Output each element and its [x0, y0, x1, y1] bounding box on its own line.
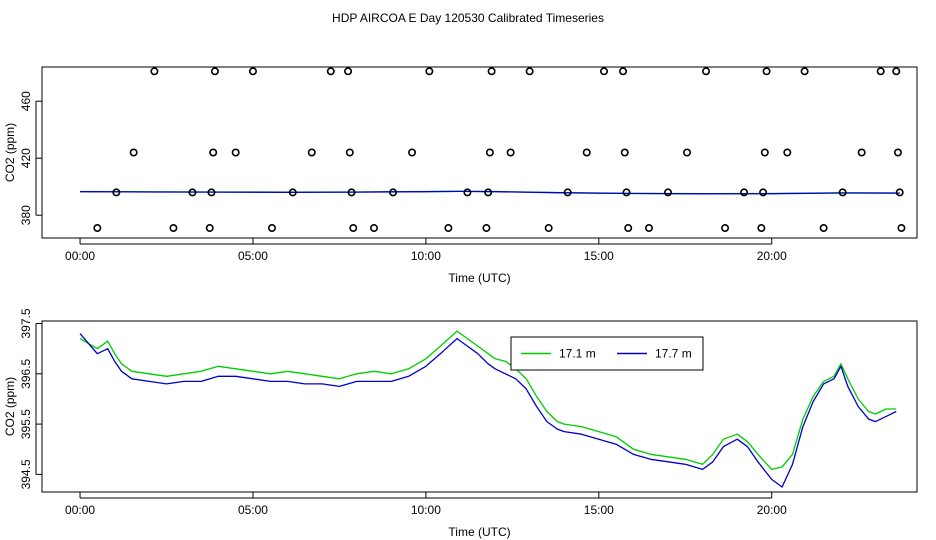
data-point: [506, 148, 515, 157]
data-point: [210, 67, 219, 76]
data-point: [349, 224, 358, 233]
x-axis-label: Time (UTC): [448, 525, 510, 539]
data-point: [600, 67, 609, 76]
data-point: [389, 188, 398, 197]
data-point: [345, 148, 354, 157]
data-point: [347, 188, 356, 197]
x-axis-label: Time (UTC): [448, 271, 510, 285]
data-point: [759, 188, 768, 197]
data-point: [129, 148, 138, 157]
data-point: [112, 188, 121, 197]
legend-label-17-1m: 17.1 m: [559, 347, 596, 361]
data-point: [344, 67, 353, 76]
y-axis-label: CO2 (ppm): [3, 123, 17, 182]
data-point: [487, 67, 496, 76]
figure-title: HDP AIRCOA E Day 120530 Calibrated Times…: [332, 11, 604, 25]
plot-frame: [41, 66, 918, 239]
data-point: [624, 224, 633, 233]
panel-bottom-co2-levels: 00:00 05:00 10:00 15:00 20:00 394.5 395.5 396.5…: [3, 308, 918, 539]
data-point: [188, 188, 197, 197]
x-tick-label: 05:00: [238, 503, 268, 517]
data-point: [169, 224, 178, 233]
x-tick-label: 00:00: [65, 503, 95, 517]
data-point: [622, 188, 631, 197]
data-point: [485, 148, 494, 157]
panel-top-co2-samples: 00:00 05:00 10:00 15:00 20:00 380 420 460 Time (…: [3, 66, 918, 285]
data-point: [93, 224, 102, 233]
data-point: [783, 148, 792, 157]
data-point: [620, 148, 629, 157]
data-point: [893, 148, 902, 157]
y-tick-label: 394.5: [19, 459, 33, 489]
series-line-17-7m: [79, 333, 897, 488]
data-point: [205, 224, 214, 233]
data-point: [619, 67, 628, 76]
data-point: [463, 188, 472, 197]
x-tick-label: 05:00: [238, 249, 268, 263]
data-point: [760, 148, 769, 157]
data-point: [370, 224, 379, 233]
legend-box: [510, 336, 704, 371]
y-tick-label: 460: [19, 91, 33, 111]
data-point: [326, 67, 335, 76]
data-point: [207, 188, 216, 197]
x-tick-label: 20:00: [757, 503, 787, 517]
data-point: [702, 67, 711, 76]
y-axis-label: CO2 (ppm): [3, 377, 17, 436]
data-point: [757, 224, 766, 233]
data-point: [683, 148, 692, 157]
data-point: [762, 67, 771, 76]
data-point: [248, 67, 257, 76]
data-point: [897, 224, 906, 233]
x-tick-label: 00:00: [65, 249, 95, 263]
data-point: [800, 67, 809, 76]
y-tick-label: 380: [19, 205, 33, 225]
data-point: [425, 67, 434, 76]
data-point: [408, 148, 417, 157]
y-tick-label: 395.5: [19, 409, 33, 439]
y-tick-label: 397.5: [19, 308, 33, 338]
data-point: [288, 188, 297, 197]
data-point: [525, 67, 534, 76]
data-point: [892, 67, 901, 76]
data-point: [444, 224, 453, 233]
data-point: [819, 224, 828, 233]
data-point: [582, 148, 591, 157]
data-point: [663, 188, 672, 197]
data-point: [857, 148, 866, 157]
data-point: [544, 224, 553, 233]
data-point: [563, 188, 572, 197]
x-tick-label: 15:00: [584, 503, 614, 517]
data-point: [150, 67, 159, 76]
x-tick-label: 20:00: [757, 249, 787, 263]
data-point: [644, 224, 653, 233]
data-point: [740, 188, 749, 197]
data-point: [231, 148, 240, 157]
x-tick-label: 15:00: [584, 249, 614, 263]
series-line-17-1m: [79, 330, 897, 471]
x-tick-label: 10:00: [411, 249, 441, 263]
y-tick-label: 396.5: [19, 358, 33, 388]
data-point: [267, 224, 276, 233]
data-point: [484, 188, 493, 197]
y-tick-label: 420: [19, 148, 33, 168]
data-point: [209, 148, 218, 157]
data-point: [838, 188, 847, 197]
data-point: [307, 148, 316, 157]
x-tick-label: 10:00: [411, 503, 441, 517]
data-point: [482, 224, 491, 233]
data-point: [895, 188, 904, 197]
data-point: [876, 67, 885, 76]
data-point: [721, 224, 730, 233]
plot-frame: [41, 320, 918, 493]
legend-label-17-7m: 17.7 m: [655, 347, 692, 361]
series-line-17-7m: [79, 190, 900, 195]
